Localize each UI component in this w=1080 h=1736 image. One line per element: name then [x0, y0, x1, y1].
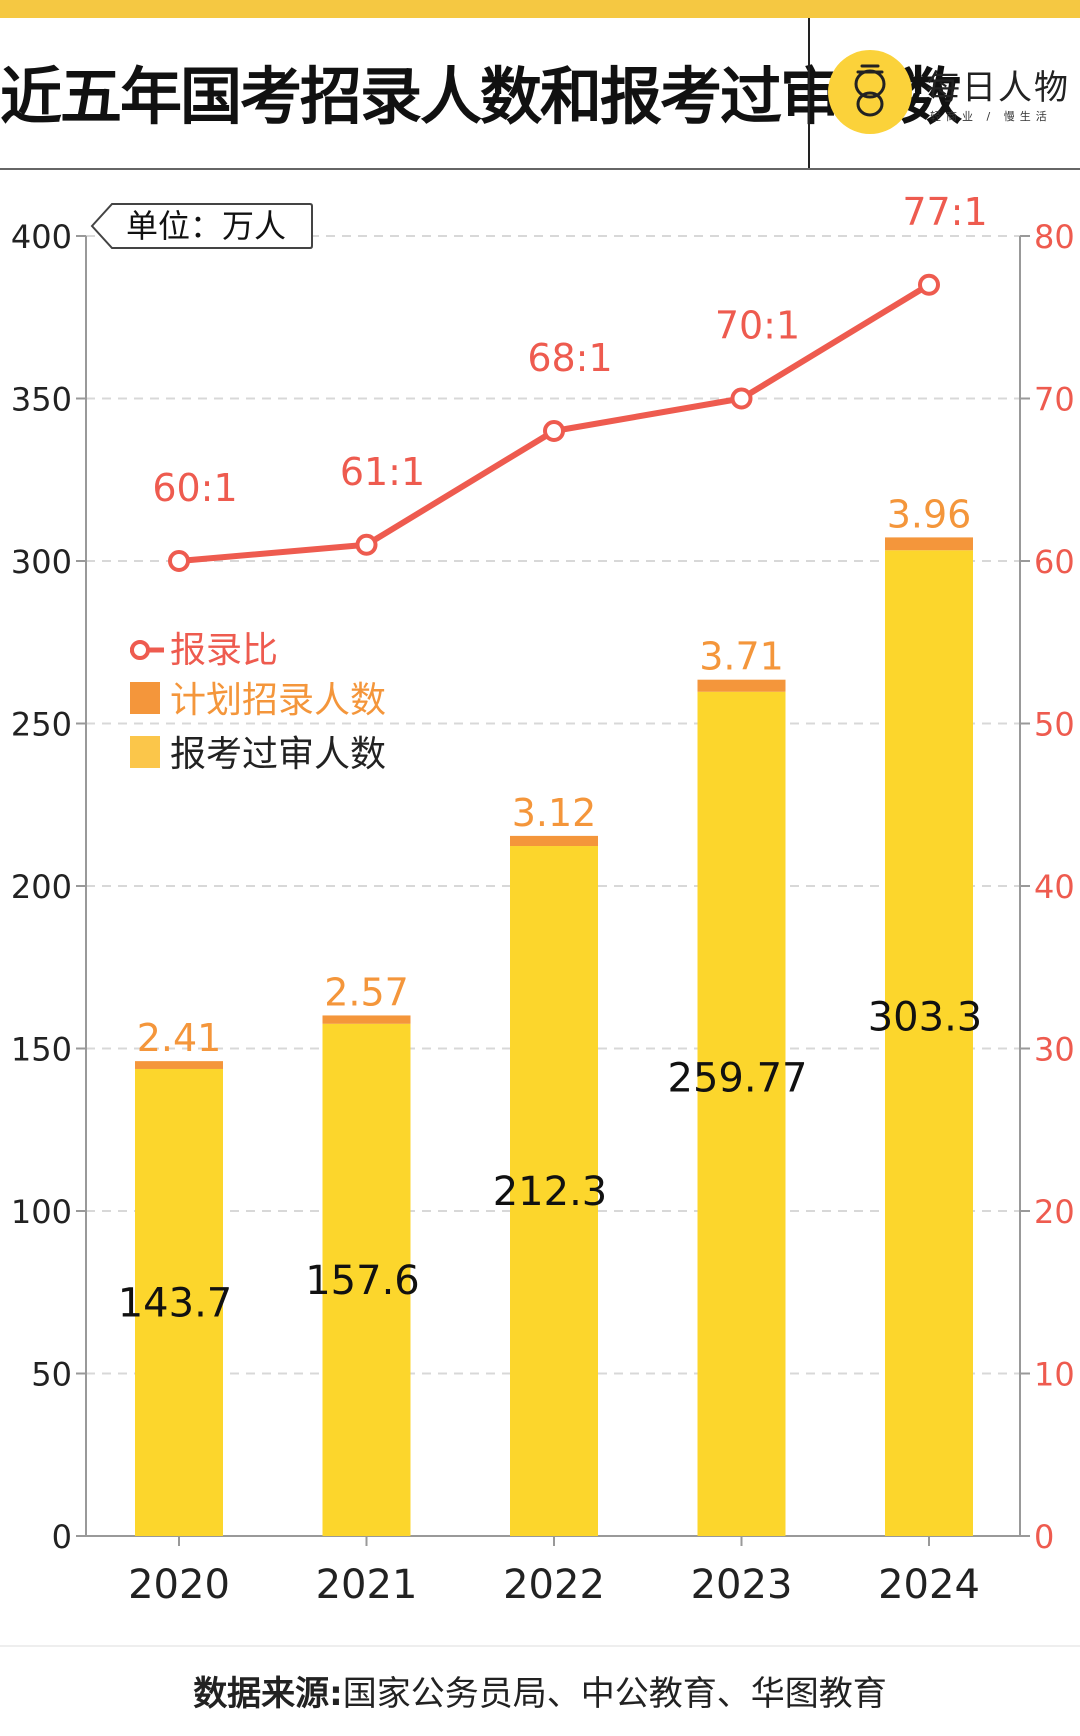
bar-examinees-2021: [322, 1023, 411, 1536]
ratio-label-2022: 68:1: [527, 336, 612, 380]
ratio-label-2023: 70:1: [715, 304, 800, 348]
legend-recruit-label: 计划招录人数: [170, 680, 386, 721]
source-label: 数据来源:: [193, 1674, 343, 1714]
y-left-tick-label-7: 350: [11, 381, 72, 419]
x-tick-label-2020: 2020: [128, 1562, 230, 1608]
bar-examinees-2024: [885, 550, 973, 1536]
y-left-tick-label-8: 400: [11, 218, 72, 256]
legend-recruit-swatch: [130, 682, 160, 714]
bar-recruit-label-2020: 2.41: [137, 1016, 222, 1060]
unit-label-box: [90, 203, 313, 249]
y-left-tick-label-0: 0: [52, 1518, 72, 1556]
header-rule: [0, 168, 1080, 170]
y-right-tick-label-2: 20: [1034, 1193, 1075, 1231]
ratio-point-2023: [730, 387, 753, 410]
legend-examinees-swatch: [130, 736, 160, 768]
y-right-tick-label-8: 80: [1034, 218, 1075, 256]
y-right-tick-label-5: 50: [1034, 706, 1075, 744]
y-right-tick-label-6: 60: [1034, 543, 1075, 581]
bar-examinees-2023: [697, 691, 786, 1536]
ratio-label-2020: 60:1: [152, 466, 237, 510]
bar-recruit-2021: [322, 1015, 411, 1024]
bar-recruit-label-2022: 3.12: [512, 791, 597, 835]
bar-examinees-label-2023: 259.77: [668, 1056, 808, 1102]
logo-name: 每日人物: [926, 68, 1070, 108]
y-left-tick-label-4: 200: [11, 868, 72, 906]
bar-recruit-2020: [135, 1061, 223, 1069]
y-left-tick-label-3: 150: [11, 1031, 72, 1069]
source-note: 数据来源:国家公务员局、中公教育、华图教育: [0, 1666, 1080, 1715]
y-left-tick-label-2: 100: [11, 1193, 72, 1231]
legend-examinees-label: 报考过审人数: [170, 734, 386, 775]
top-accent-bar: [0, 0, 1080, 18]
footer-rule: [0, 1645, 1080, 1647]
y-left-tick-label-1: 50: [31, 1356, 72, 1394]
header-divider: [808, 18, 810, 170]
legend-ratio-label: 报录比: [170, 630, 278, 671]
bar-examinees-label-2024: 303.3: [868, 994, 983, 1040]
legend-ratio-marker: [130, 640, 150, 660]
bar-recruit-2022: [510, 835, 598, 847]
x-tick-label-2023: 2023: [691, 1562, 793, 1608]
ratio-label-2024: 77:1: [902, 190, 987, 234]
x-tick-label-2022: 2022: [503, 1562, 605, 1608]
bar-examinees-2020: [135, 1068, 223, 1536]
bar-recruit-2023: [697, 679, 786, 692]
bar-examinees-label-2021: 157.6: [305, 1258, 420, 1304]
logo-slogan: 轻商业 / 慢生活: [930, 110, 1052, 123]
page-title: 近五年国考招录人数和报考过审人数: [0, 60, 962, 133]
y-left-tick-label-5: 250: [11, 706, 72, 744]
bar-recruit-2024: [885, 537, 973, 551]
y-right-tick-label-7: 70: [1034, 381, 1075, 419]
unit-label: 单位：万人: [126, 207, 286, 245]
bar-recruit-label-2024: 3.96: [887, 492, 972, 536]
bar-recruit-label-2021: 2.57: [324, 970, 409, 1014]
ratio-point-2021: [355, 533, 378, 556]
chart: 0 50 100 150 200 250 300 350 400 0 10 20 30 40 50 60 70 8…: [11, 190, 1075, 1608]
y-right-tick-label-3: 30: [1034, 1031, 1075, 1069]
x-tick-label-2024: 2024: [878, 1562, 980, 1608]
ratio-point-2024: [918, 273, 940, 296]
y-right-tick-label-0: 0: [1034, 1518, 1054, 1556]
ratio-label-2021: 61:1: [340, 450, 425, 494]
ratio-point-2022: [543, 420, 565, 442]
logo-circle-icon: [828, 50, 912, 134]
bar-examinees-label-2020: 143.7: [118, 1280, 233, 1326]
bar-examinees-2022: [510, 846, 598, 1536]
bar-recruit-label-2023: 3.71: [699, 635, 784, 679]
logo-mark-icon: [854, 64, 886, 117]
y-right-tick-label-1: 10: [1034, 1356, 1075, 1394]
bar-examinees-label-2022: 212.3: [493, 1169, 608, 1215]
y-right-tick-label-4: 40: [1034, 868, 1075, 906]
x-tick-label-2021: 2021: [316, 1562, 418, 1608]
brand-logo: 每日人物 轻商业 / 慢生活: [828, 50, 1068, 140]
ratio-point-2020: [168, 550, 190, 572]
source-text: 国家公务员局、中公教育、华图教育: [342, 1674, 887, 1714]
y-left-tick-label-6: 300: [11, 543, 72, 581]
